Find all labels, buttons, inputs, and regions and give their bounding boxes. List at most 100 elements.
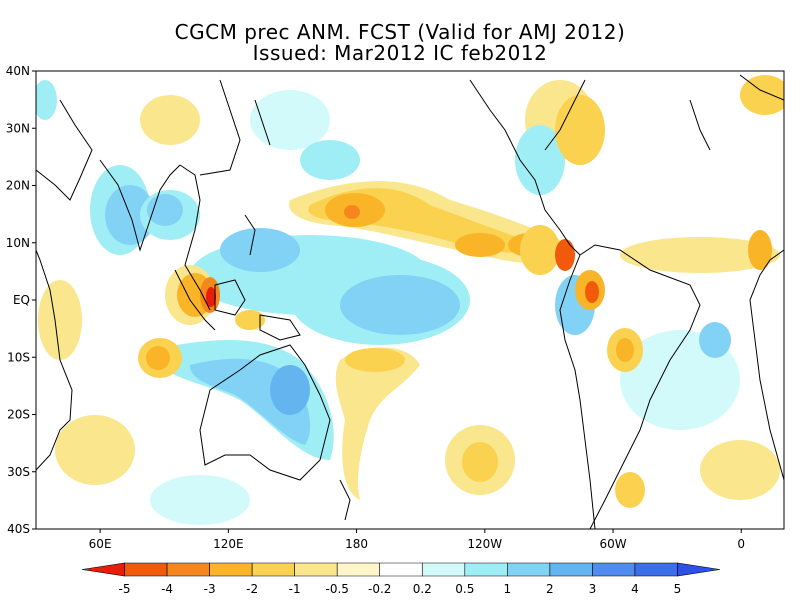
colorbar-label: 1 <box>504 582 512 596</box>
anomaly-patch <box>146 346 170 370</box>
colorbar-swatch <box>294 562 338 577</box>
colorbar-swatch <box>379 562 423 577</box>
south-america-east-coast <box>579 244 701 529</box>
anomaly-patch <box>700 440 780 500</box>
x-tick-label: 180 <box>345 537 368 551</box>
colorbar-swatch <box>634 562 678 577</box>
colorbar-swatch <box>209 562 253 577</box>
colorbar-label: -2 <box>246 582 258 596</box>
gulf-coast <box>544 79 586 151</box>
anomaly-patch <box>555 95 605 165</box>
anomaly-patch <box>140 95 200 145</box>
coastlines <box>36 74 784 529</box>
anomaly-patch <box>150 475 250 525</box>
y-tick-label: 30N <box>6 121 30 135</box>
x-tick-label: 60W <box>599 537 626 551</box>
anomaly-patch <box>585 281 599 303</box>
anomaly-patch <box>335 347 420 500</box>
colorbar-label: 0.5 <box>455 582 474 596</box>
anomaly-patch <box>235 310 265 330</box>
anomaly-patch <box>748 230 772 270</box>
philippines-coast <box>244 214 256 256</box>
arabia-coast <box>36 99 93 201</box>
colorbar-swatch <box>124 562 168 577</box>
y-tick-label: 40N <box>6 64 30 78</box>
colorbar-label: -1 <box>289 582 301 596</box>
map-subtitle: Issued: Mar2012 IC feb2012 <box>252 41 548 65</box>
colorbar-swatch <box>677 562 721 577</box>
y-tick-label: EQ <box>13 293 30 307</box>
colorbar-swatch <box>592 562 636 577</box>
australia-coast <box>199 344 331 481</box>
china-coast <box>199 79 241 176</box>
colorbar-swatch <box>549 562 593 577</box>
colorbar-label: 0.2 <box>413 582 432 596</box>
anomaly-patch <box>462 442 498 482</box>
x-tick-label: 120W <box>467 537 502 551</box>
anomaly-patch <box>740 75 784 115</box>
anomaly-patch <box>620 237 780 273</box>
colorbar-swatch <box>507 562 551 577</box>
anomaly-patch <box>616 338 634 362</box>
borneo-coast <box>214 279 246 316</box>
colorbar-label: -0.5 <box>325 582 348 596</box>
anomaly-patch <box>300 140 360 180</box>
anomaly-patch <box>38 280 82 360</box>
colorbar-label: -5 <box>119 582 131 596</box>
colorbar-label: 5 <box>674 582 682 596</box>
colorbar-label: 3 <box>589 582 597 596</box>
anomaly-patch <box>220 228 300 272</box>
y-tick-label: 30S <box>7 465 30 479</box>
y-tick-label: 10N <box>6 236 30 250</box>
x-axis: 60E 120E 180 120W 60W 0 <box>89 529 745 551</box>
colorbar: -5 -4 -3 -2 -1 -0.5 -0.2 0.2 0.5 1 2 3 4 5 <box>81 562 721 596</box>
colorbar-swatch <box>251 562 295 577</box>
indochina-coast <box>179 164 211 311</box>
africa-coast <box>36 249 73 471</box>
x-tick-label: 120E <box>213 537 244 551</box>
new-zealand-coast <box>339 479 351 521</box>
y-tick-label: 10S <box>7 350 30 364</box>
anomaly-patch <box>520 225 560 275</box>
y-tick-label: 20N <box>6 179 30 193</box>
north-atlantic-coast <box>689 99 711 151</box>
colorbar-swatch <box>336 562 381 577</box>
north-america-coast <box>469 79 581 256</box>
anomaly-patch <box>455 233 505 257</box>
y-axis: 40N 30N 20N 10N EQ 10S 20S 30S 40S <box>6 64 36 536</box>
colorbar-label: 2 <box>546 582 554 596</box>
anomaly-patch <box>345 348 405 372</box>
map-title: CGCM prec ANM. FCST (Valid for AMJ 2012) <box>174 20 626 44</box>
anomaly-patch <box>515 125 565 195</box>
colorbar-label: -3 <box>204 582 216 596</box>
new-guinea-coast <box>259 314 301 341</box>
anomaly-field <box>36 75 784 525</box>
anomaly-patch <box>344 205 360 219</box>
europe-coast <box>739 74 784 101</box>
colorbar-swatch <box>464 562 508 577</box>
colorbar-swatch <box>166 562 210 577</box>
sumatra-coast <box>174 269 216 331</box>
anomaly-patch <box>250 90 330 150</box>
anomaly-patch <box>55 415 135 485</box>
south-america-west-coast <box>559 254 596 529</box>
y-tick-label: 20S <box>7 408 30 422</box>
anomaly-patch <box>147 194 183 226</box>
colorbar-swatch <box>421 562 466 577</box>
africa-west-coast <box>749 249 784 481</box>
colorbar-label: -4 <box>161 582 173 596</box>
anomaly-patch <box>340 275 460 335</box>
x-tick-label: 60E <box>89 537 112 551</box>
anomaly-patch <box>699 322 731 358</box>
japan-coast <box>254 99 271 146</box>
colorbar-label: -0.2 <box>368 582 391 596</box>
y-tick-label: 40S <box>7 522 30 536</box>
colorbar-label: 4 <box>631 582 639 596</box>
anomaly-patch <box>206 287 216 307</box>
anomaly-patch <box>615 472 645 508</box>
anomaly-patch <box>270 365 310 415</box>
anomaly-patch <box>36 80 57 120</box>
x-tick-label: 0 <box>737 537 745 551</box>
colorbar-swatch <box>81 562 125 577</box>
